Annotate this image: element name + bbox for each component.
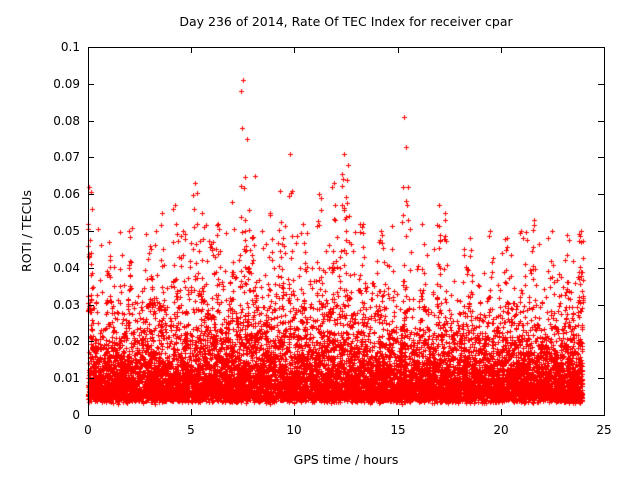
- x-tick-label: 5: [187, 423, 195, 437]
- x-tick-label: 0: [84, 423, 92, 437]
- y-tick-label: 0.03: [53, 298, 80, 312]
- y-tick-label: 0.06: [53, 187, 80, 201]
- chart-title: Day 236 of 2014, Rate Of TEC Index for r…: [179, 14, 513, 29]
- y-tick-label: 0.08: [53, 114, 80, 128]
- x-tick-label: 10: [286, 423, 302, 437]
- y-tick-label: 0.01: [53, 371, 80, 385]
- y-tick-label: 0: [72, 408, 80, 422]
- y-tick-label: 0.1: [60, 40, 80, 54]
- plot-border: [88, 47, 605, 416]
- y-tick-label: 0.04: [53, 261, 80, 275]
- y-axis-label: ROTI / TECUs: [19, 190, 34, 272]
- y-tick-label: 0.02: [53, 334, 80, 348]
- y-tick-label: 0.05: [53, 224, 80, 238]
- x-tick-label: 20: [493, 423, 509, 437]
- x-axis-label: GPS time / hours: [293, 452, 399, 467]
- y-tick-label: 0.09: [53, 77, 80, 91]
- x-tick-label: 15: [390, 423, 406, 437]
- x-tick-label: 25: [596, 423, 612, 437]
- y-tick-label: 0.07: [53, 150, 80, 164]
